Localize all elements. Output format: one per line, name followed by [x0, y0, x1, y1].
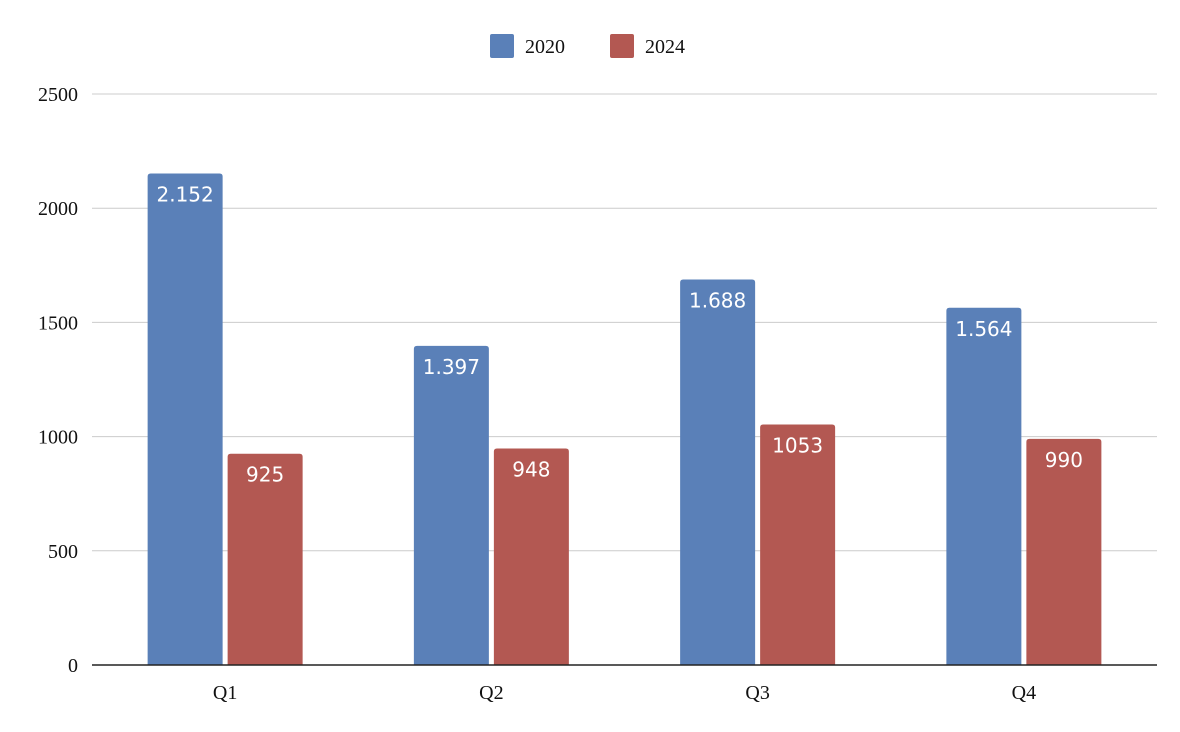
legend-swatch-2024 [610, 34, 634, 58]
y-tick-label: 0 [68, 655, 78, 677]
x-tick-label: Q1 [213, 682, 237, 704]
x-tick-label: Q4 [1012, 682, 1036, 704]
bar-2020-Q4 [946, 307, 1022, 665]
legend-label: 2024 [645, 36, 685, 58]
legend-swatch-2020 [490, 34, 514, 58]
bar-2024-Q4 [1026, 438, 1102, 665]
bar-2024-Q2 [493, 448, 569, 665]
data-label: 1.688 [689, 288, 746, 312]
data-label: 1.564 [955, 317, 1012, 341]
x-tick-label: Q3 [745, 682, 769, 704]
bar-2020-Q1 [147, 173, 223, 665]
data-label: 1.397 [423, 355, 480, 379]
data-label: 948 [512, 457, 550, 481]
x-axis: Q1 Q2 Q3 Q4 [92, 664, 1157, 704]
y-tick-label: 2500 [38, 84, 78, 106]
legend: 2020 2024 [490, 34, 685, 58]
data-label: 990 [1045, 448, 1083, 472]
legend-label: 2020 [525, 36, 565, 58]
bar-2024-Q1 [227, 453, 303, 665]
y-tick-label: 500 [48, 541, 78, 563]
y-tick-label: 1000 [38, 427, 78, 449]
bar-2024-Q3 [760, 424, 836, 665]
y-axis-ticks: 0 500 1000 1500 2000 2500 [38, 84, 78, 677]
data-label: 925 [246, 463, 284, 487]
y-tick-label: 1500 [38, 312, 78, 334]
data-label: 1053 [772, 433, 823, 457]
y-tick-label: 2000 [38, 198, 78, 220]
bar-2020-Q2 [413, 345, 489, 665]
bar-2020-Q3 [680, 279, 756, 665]
bars: 2.152 925 1.397 948 1.688 1053 1.564 990 [147, 173, 1102, 665]
x-tick-label: Q2 [479, 682, 503, 704]
data-label: 2.152 [156, 182, 213, 206]
